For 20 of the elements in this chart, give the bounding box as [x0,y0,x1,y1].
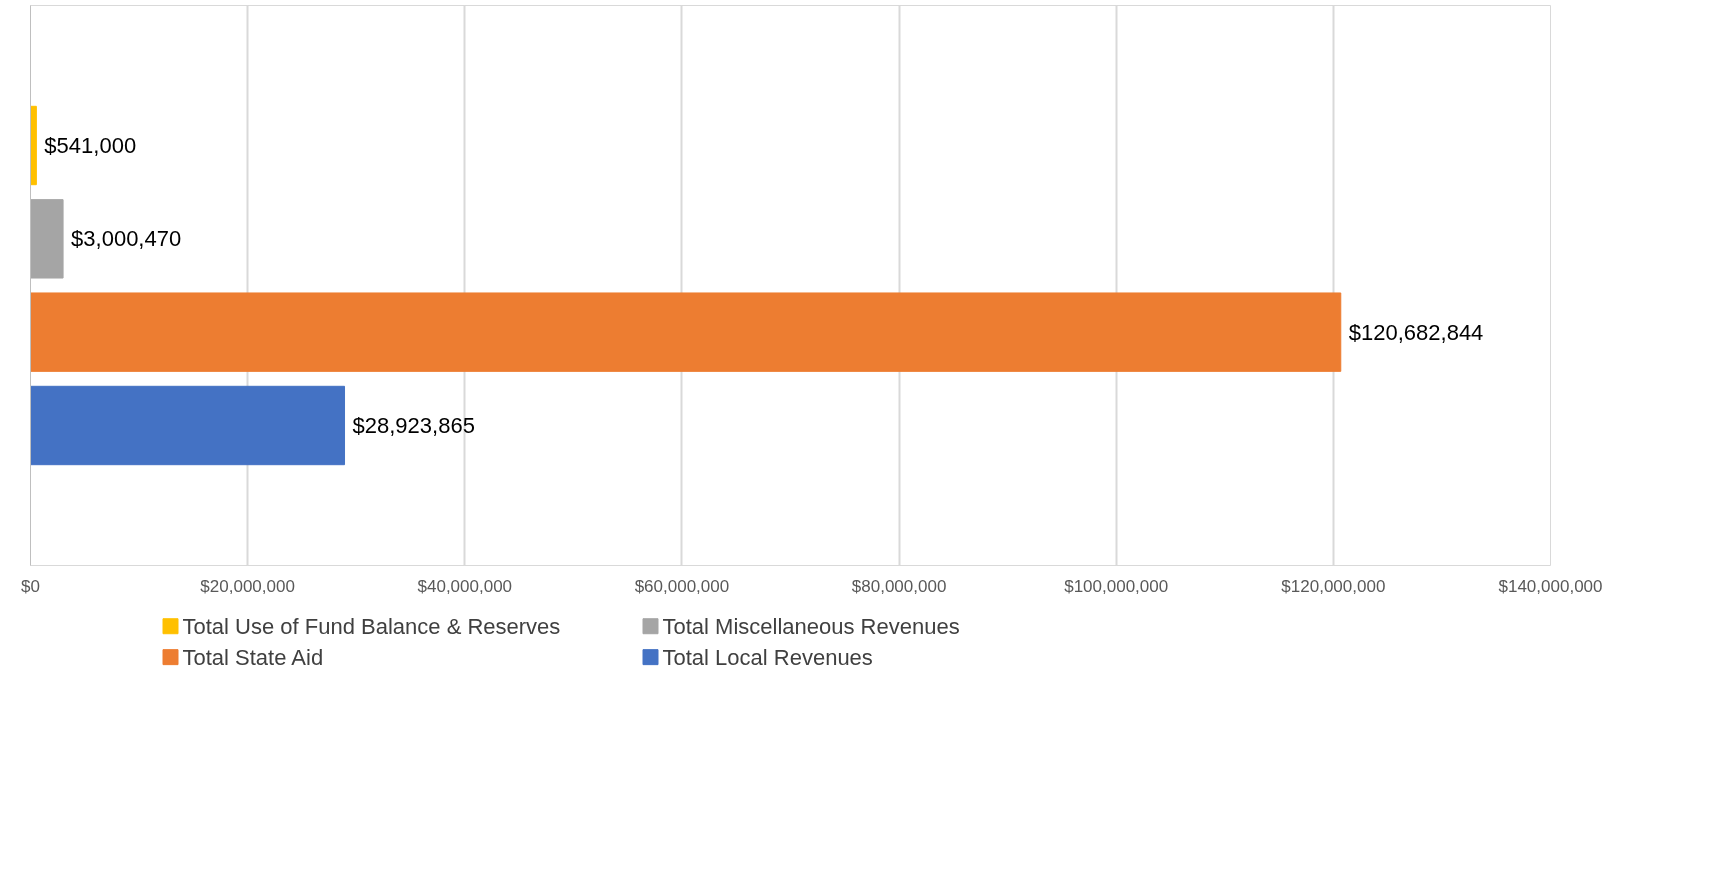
x-tick-label: $80,000,000 [851,576,947,596]
bar [30,199,64,279]
bar [30,385,346,466]
x-tick-label: $100,000,000 [1064,576,1169,596]
x-tick-label: $120,000,000 [1281,576,1386,596]
legend-label: Total State Aid [182,644,324,670]
legend-label: Total Miscellaneous Revenues [662,613,960,639]
x-tick-label: $40,000,000 [417,576,513,596]
x-tick-label: $0 [21,576,40,596]
bar [30,105,37,186]
data-label: $28,923,865 [352,413,475,438]
x-tick-label: $140,000,000 [1498,576,1603,596]
data-label: $120,682,844 [1348,319,1484,345]
legend-label: Total Use of Fund Balance & Reserves [182,613,561,639]
data-label: $3,000,470 [71,226,182,252]
bar [30,292,1342,372]
data-label: $541,000 [44,133,137,158]
x-tick-label: $60,000,000 [634,576,730,596]
legend-label: Total Local Revenues [662,644,873,670]
x-tick-label: $20,000,000 [200,576,295,596]
